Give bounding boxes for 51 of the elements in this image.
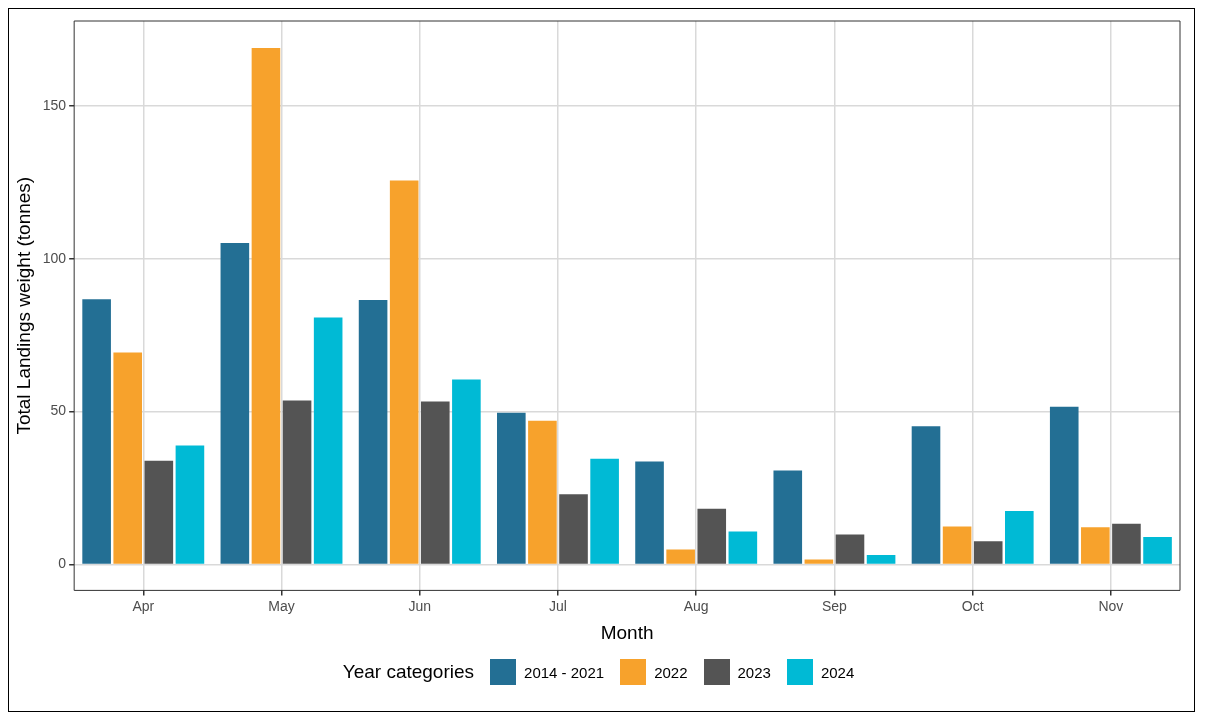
bar <box>528 420 557 564</box>
bar <box>313 317 343 564</box>
bar <box>666 549 695 564</box>
x-tick-label: Jul <box>549 597 567 614</box>
bar <box>282 400 312 564</box>
bar <box>559 494 588 564</box>
bar <box>113 352 143 564</box>
x-tick-label: Aug <box>683 597 709 614</box>
bar <box>358 300 388 564</box>
y-tick-label: 50 <box>50 402 67 419</box>
bar <box>911 426 941 564</box>
x-tick-label: Jun <box>408 597 432 614</box>
x-tick-label: Sep <box>821 597 848 614</box>
legend-label: 2023 <box>737 663 771 681</box>
bar <box>835 534 865 564</box>
bar <box>1112 523 1141 564</box>
bar <box>452 379 481 564</box>
bar <box>942 526 972 564</box>
y-tick-label: 150 <box>42 96 67 113</box>
y-tick-label: 100 <box>42 249 67 266</box>
x-tick-label: Nov <box>1098 597 1124 614</box>
x-tick-label: Apr <box>132 597 155 614</box>
bar <box>866 554 896 564</box>
bar <box>82 299 111 564</box>
y-axis-title: Total Landings weight (tonnes) <box>12 176 34 435</box>
x-tick-label: May <box>268 597 295 614</box>
bar <box>420 401 450 564</box>
bar <box>1143 536 1172 564</box>
bar <box>590 458 619 564</box>
legend-title: Year categories <box>342 661 475 683</box>
bar <box>973 541 1003 564</box>
bar <box>1005 510 1034 564</box>
bar <box>773 470 803 564</box>
y-tick-label: 0 <box>58 555 67 572</box>
bar <box>635 461 664 564</box>
legend-label: 2024 <box>820 663 855 681</box>
bar <box>251 47 281 564</box>
bar <box>175 445 205 564</box>
bar <box>144 460 174 564</box>
bar <box>497 412 526 564</box>
bar <box>389 180 419 564</box>
legend-label: 2022 <box>654 663 688 681</box>
bar <box>804 559 834 564</box>
legend-label: 2014 - 2021 <box>524 663 605 681</box>
x-axis-title: Month <box>600 621 654 643</box>
bar <box>220 242 250 564</box>
bar <box>728 531 758 564</box>
bar <box>1049 406 1079 564</box>
bar <box>1081 527 1110 564</box>
bar <box>697 508 727 564</box>
x-tick-label: Oct <box>961 597 984 614</box>
